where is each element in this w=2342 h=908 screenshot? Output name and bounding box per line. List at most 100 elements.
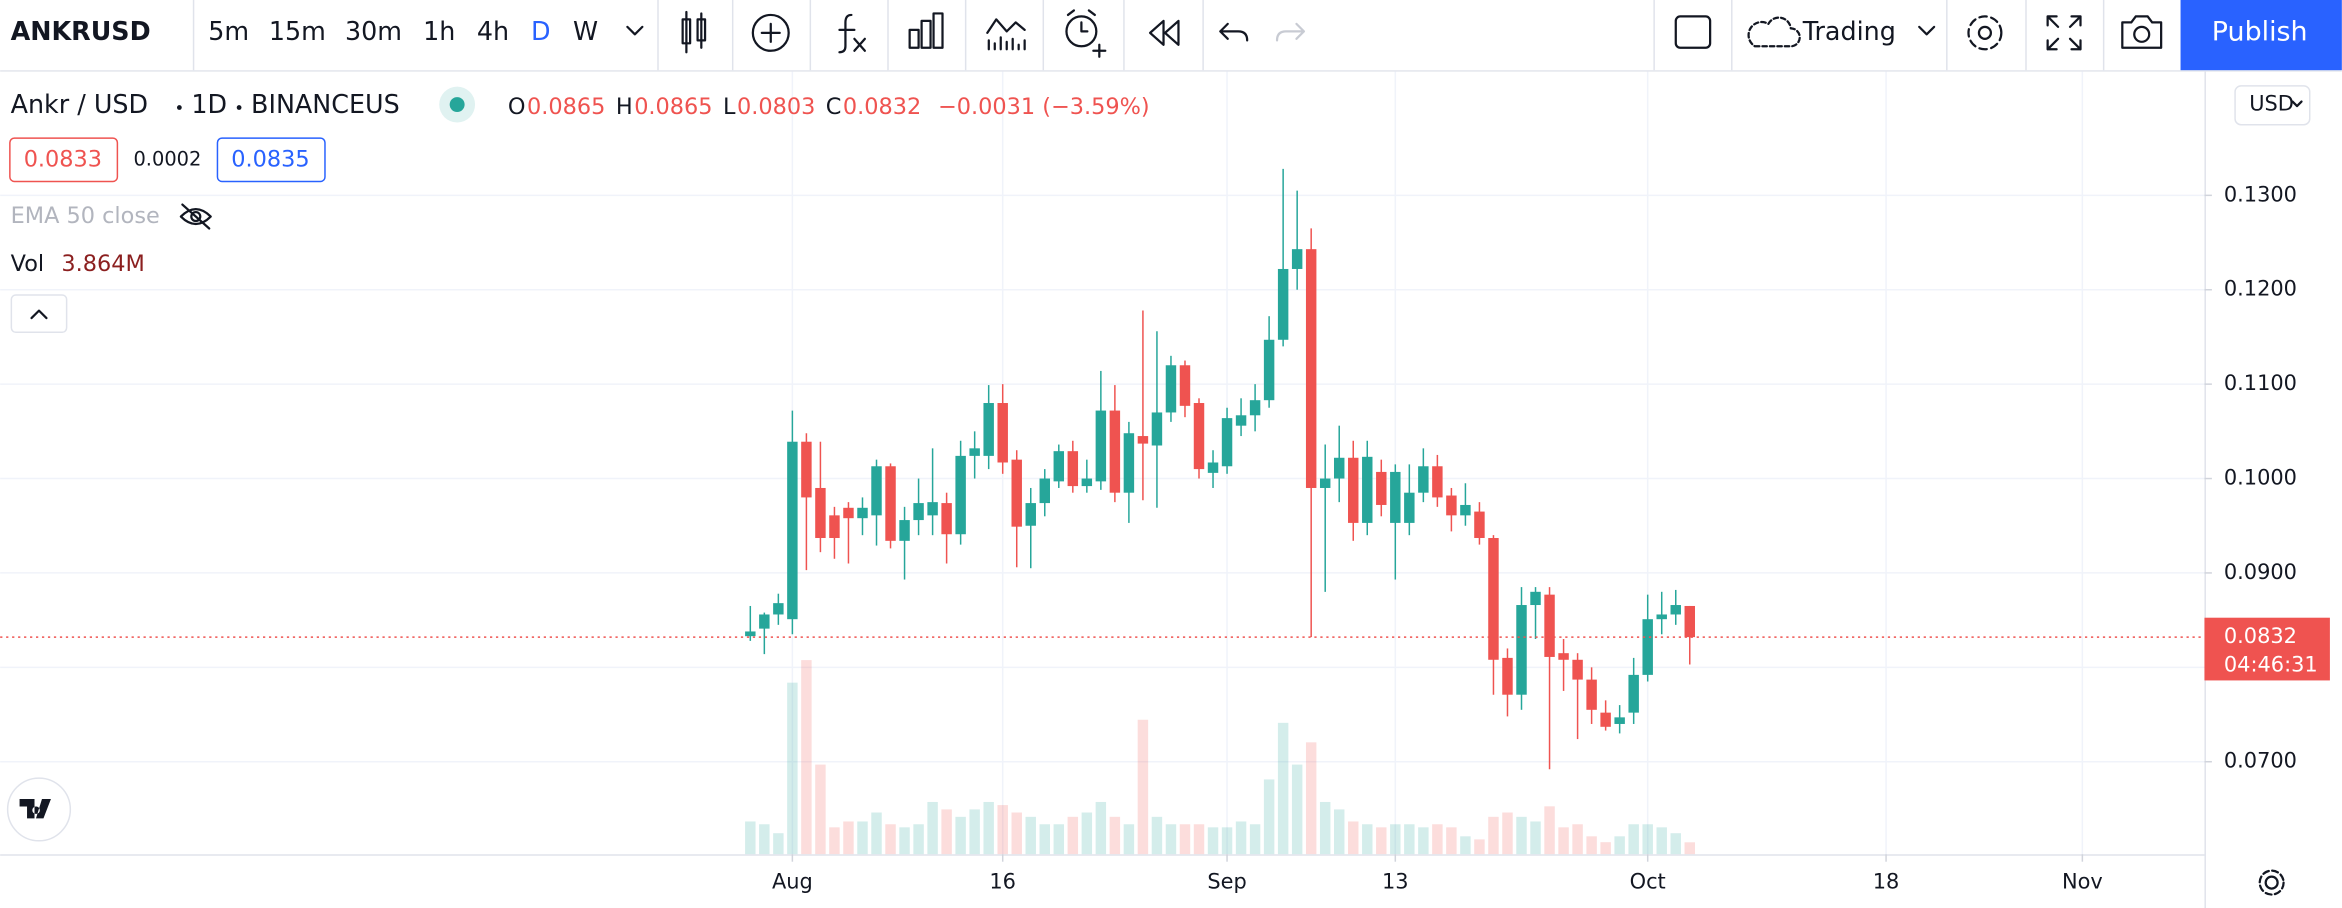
volume-bar <box>1656 827 1667 855</box>
volume-bar <box>1544 806 1555 855</box>
cloud-icon[interactable] <box>1747 16 1801 48</box>
layout-button[interactable] <box>1674 15 1712 49</box>
candle-body <box>1109 410 1121 493</box>
volume-bar <box>1067 816 1079 855</box>
candle-body <box>1376 471 1387 505</box>
volume-bar <box>1039 824 1050 855</box>
interval[interactable]: 15m <box>269 16 326 46</box>
candle-body <box>1137 436 1149 444</box>
candle-body <box>885 466 896 541</box>
undo-button[interactable] <box>1219 22 1249 42</box>
volume-bar <box>1530 821 1541 855</box>
volume-label: Vol <box>11 251 45 277</box>
candle-body <box>1221 418 1233 467</box>
currency-menu[interactable] <box>2291 100 2303 108</box>
volume-bar <box>1572 824 1583 855</box>
volume-bar <box>1095 801 1107 855</box>
publish-label[interactable]: Publish <box>2212 16 2308 47</box>
chart-type-button[interactable] <box>681 10 707 54</box>
interval[interactable]: W <box>573 16 598 46</box>
candle-body <box>1277 268 1289 340</box>
candle-body <box>913 503 924 521</box>
logo-badge[interactable] <box>6 777 72 842</box>
volume-bar <box>773 833 784 855</box>
candle-body <box>857 507 868 519</box>
layout-name[interactable]: Trading <box>1802 16 1896 46</box>
axis-settings-button[interactable] <box>2258 869 2285 896</box>
plot <box>0 168 2205 855</box>
volume-value: 3.864M <box>61 251 144 277</box>
x-tick-label: Oct <box>1630 870 1666 894</box>
volume-bar <box>1670 833 1681 855</box>
volume-bar <box>1418 827 1429 855</box>
alert-button[interactable] <box>1065 9 1107 58</box>
ask-box[interactable] <box>216 137 326 183</box>
y-tick-label: 0.1300 <box>2224 182 2297 206</box>
candle-body <box>983 403 994 456</box>
compare-button[interactable] <box>751 13 790 52</box>
currency[interactable]: USD <box>2249 92 2294 116</box>
candle-body <box>1670 605 1681 615</box>
intervals-menu[interactable] <box>626 25 644 36</box>
candle-body <box>1165 365 1177 413</box>
volume-bar <box>815 764 826 855</box>
collapse-icon[interactable] <box>30 309 48 320</box>
interval-active[interactable]: D <box>531 16 551 46</box>
candle-body <box>1642 619 1653 675</box>
volume-bar <box>1277 722 1289 855</box>
replay-button[interactable] <box>986 18 1026 51</box>
logo[interactable] <box>19 798 51 819</box>
volume-bar <box>1165 824 1177 855</box>
indicator-name[interactable]: EMA 50 close <box>11 203 160 229</box>
interval[interactable]: 30m <box>345 16 402 46</box>
candle-body <box>1025 503 1036 526</box>
market-status[interactable] <box>449 97 465 113</box>
volume-bar <box>1460 836 1471 855</box>
fullscreen-button[interactable] <box>2046 15 2082 51</box>
templates-button[interactable] <box>908 12 944 49</box>
ohlc-key: L <box>723 94 736 120</box>
candle-body <box>1558 653 1569 660</box>
x-tick-label: 13 <box>1382 870 1409 894</box>
ask[interactable]: 0.0835 <box>231 146 309 172</box>
layout-menu[interactable] <box>1918 25 1936 36</box>
volume-bar <box>1221 827 1233 855</box>
volume-bar <box>1333 809 1345 855</box>
volume-bar <box>1235 821 1247 855</box>
candle-body <box>1319 478 1331 488</box>
candle-body <box>1460 504 1471 516</box>
currency-button[interactable] <box>2234 85 2311 126</box>
candle-body <box>1333 457 1345 479</box>
volume-bar <box>829 827 840 855</box>
interval-title: 1D <box>191 89 227 119</box>
volume-bar <box>1263 779 1275 855</box>
volume-bar <box>983 801 994 855</box>
interval[interactable]: 5m <box>208 16 249 46</box>
candle-body <box>1656 614 1667 620</box>
settings-button[interactable] <box>1967 15 2003 51</box>
snapshot-button[interactable] <box>2121 15 2163 49</box>
hidden-eye-icon[interactable] <box>179 203 212 230</box>
interval[interactable]: 1h <box>423 16 455 46</box>
bid[interactable]: 0.0833 <box>24 146 102 172</box>
candle-body <box>899 520 910 541</box>
candle-body <box>1572 659 1583 680</box>
symbol-search[interactable]: ANKRUSD <box>11 16 151 46</box>
publish-button[interactable] <box>2180 0 2342 71</box>
candle-body <box>1235 415 1247 426</box>
candle-body <box>1291 249 1303 269</box>
candle-body <box>1544 594 1555 657</box>
volume-bar <box>1137 719 1149 855</box>
candle-body <box>1404 492 1415 523</box>
collapse-button[interactable] <box>10 294 68 334</box>
bar-replay-button[interactable] <box>1148 19 1180 46</box>
candle-body <box>871 466 882 516</box>
volume-bar <box>1390 824 1401 855</box>
candle-body <box>1516 605 1527 695</box>
volume-bar <box>1081 812 1093 855</box>
axes: 0.07000.08000.09000.10000.11000.12000.13… <box>772 182 2330 894</box>
candle-body <box>1207 462 1219 473</box>
bid-box[interactable] <box>9 137 119 183</box>
interval[interactable]: 4h <box>477 16 509 46</box>
indicators-button[interactable] <box>838 13 866 54</box>
